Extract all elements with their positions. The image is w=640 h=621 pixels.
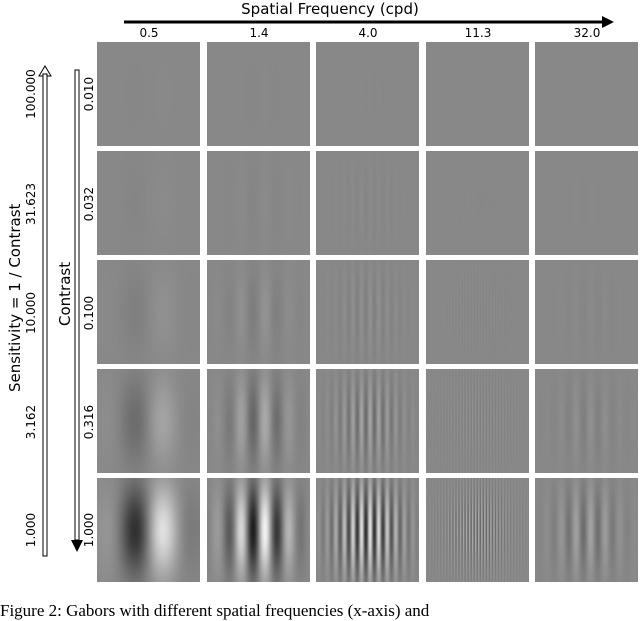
sensitivity-tick: 3.162 [24,404,38,440]
gabor-patch [426,151,529,255]
gabor-patch [316,478,419,582]
sensitivity-axis-title: Sensitivity = 1 / Contrast [6,203,24,392]
sensitivity-tick: 100.000 [24,69,38,119]
x-tick: 0.5 [139,26,159,40]
x-axis-title: Spatial Frequency (cpd) [241,0,419,18]
gabor-patch [316,151,419,255]
gabor-patch [426,369,529,473]
x-tick: 4.0 [358,26,378,40]
contrast-tick: 0.032 [82,186,96,222]
gabor-patch [426,478,529,582]
gabor-patch [97,151,200,255]
figure-caption: Figure 2: Gabors with different spatial … [0,601,430,620]
gabor-patch [535,369,638,473]
gabor-patch [535,260,638,364]
sensitivity-tick: 31.623 [24,183,38,225]
sensitivity-tick: 1.000 [24,512,38,548]
contrast-tick: 0.100 [82,295,96,331]
contrast-tick: 1.000 [82,512,96,548]
gabor-patch [207,42,310,146]
gabor-patch [535,42,638,146]
gabor-patch [316,369,419,473]
x-tick: 1.4 [249,26,269,40]
sensitivity-axis-arrow [38,65,52,557]
x-tick: 11.3 [464,26,492,40]
gabor-patch [207,369,310,473]
contrast-tick: 0.010 [82,76,96,112]
sensitivity-tick: 10.000 [24,292,38,334]
gabor-patch [207,151,310,255]
gabor-patch [535,478,638,582]
gabor-patch [426,42,529,146]
gabor-patch [97,478,200,582]
gabor-patch [207,478,310,582]
contrast-axis-arrow [71,69,83,552]
gabor-patch [316,42,419,146]
gabor-patch [535,151,638,255]
gabor-patch [426,260,529,364]
contrast-tick: 0.316 [82,404,96,440]
gabor-patch [97,369,200,473]
gabor-patch [97,42,200,146]
x-tick: 32.0 [573,26,601,40]
gabor-patch [316,260,419,364]
gabor-patch [97,260,200,364]
gabor-patch [207,260,310,364]
x-axis-arrow [124,16,614,28]
